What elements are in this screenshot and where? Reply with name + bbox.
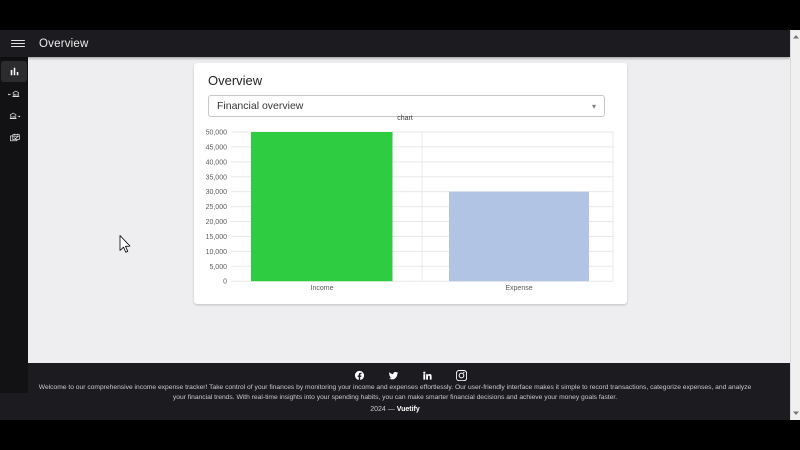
svg-text:25,000: 25,000 — [206, 204, 228, 211]
svg-text:5,000: 5,000 — [209, 264, 227, 271]
svg-text:45,000: 45,000 — [206, 144, 228, 151]
svg-text:40,000: 40,000 — [206, 159, 228, 166]
svg-text:35,000: 35,000 — [206, 174, 228, 181]
svg-text:15,000: 15,000 — [206, 234, 228, 241]
svg-text:Income: Income — [311, 285, 334, 292]
svg-text:20,000: 20,000 — [206, 219, 228, 226]
svg-text:50,000: 50,000 — [206, 130, 228, 137]
svg-text:chart: chart — [397, 115, 413, 122]
svg-text:30,000: 30,000 — [206, 189, 228, 196]
svg-text:Expense: Expense — [505, 285, 532, 292]
svg-text:10,000: 10,000 — [206, 249, 228, 256]
svg-text:0: 0 — [223, 279, 227, 286]
